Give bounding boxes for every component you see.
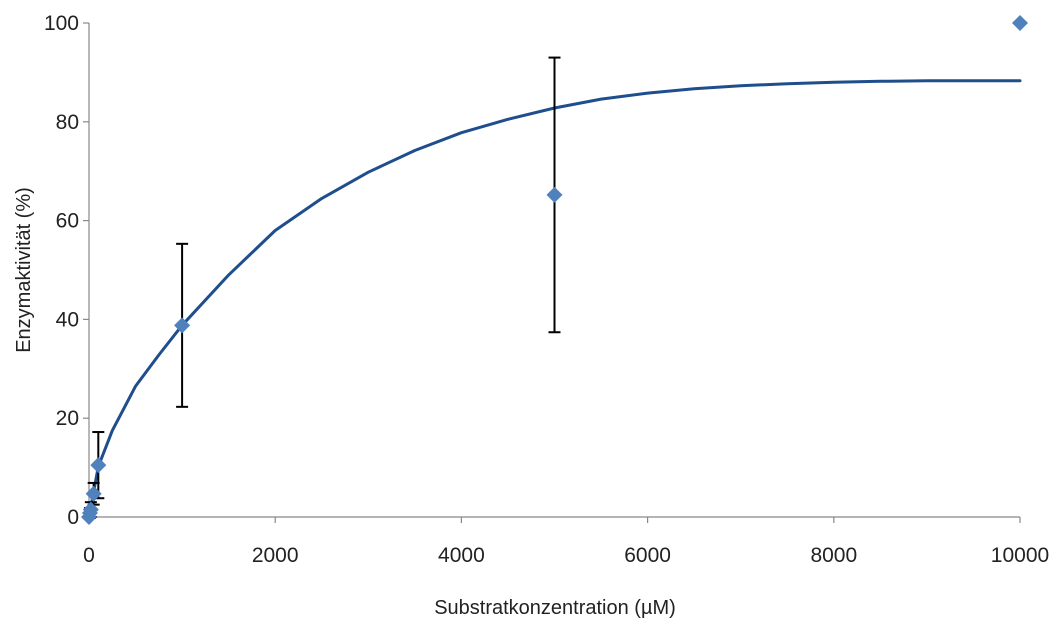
data-point-marker (546, 186, 563, 203)
x-axis-title: Substratkonzentration (µM) (434, 597, 676, 619)
fit-curve-line (87, 79, 1022, 519)
data-point-marker (90, 457, 107, 474)
y-tick-label: 20 (56, 407, 79, 430)
x-tick-label: 10000 (991, 544, 1049, 567)
y-tick-label: 40 (56, 308, 79, 331)
data-point-marker (1012, 15, 1028, 31)
data-point-marker (174, 317, 191, 334)
x-tick-label: 2000 (252, 544, 299, 567)
axes: 0 20 40 60 80 100 0 2000 4000 6000 8000 10000 (44, 12, 1049, 567)
data-point-marker (82, 501, 99, 518)
x-tick-label: 8000 (810, 544, 857, 567)
y-tick-label: 80 (56, 111, 79, 134)
y-tick-label: 100 (44, 12, 79, 35)
fit-curve-layer (87, 79, 1022, 519)
x-tick-label: 6000 (624, 544, 671, 567)
y-axis-title: Enzymaktivität (%) (13, 187, 35, 353)
data-point-marker (85, 485, 102, 502)
error-bars (83, 56, 561, 519)
y-tick-label: 0 (67, 506, 79, 529)
y-tick-label: 60 (56, 210, 79, 233)
x-tick-label: 0 (83, 544, 95, 567)
data-points (81, 15, 1028, 525)
x-tick-label: 4000 (438, 544, 485, 567)
